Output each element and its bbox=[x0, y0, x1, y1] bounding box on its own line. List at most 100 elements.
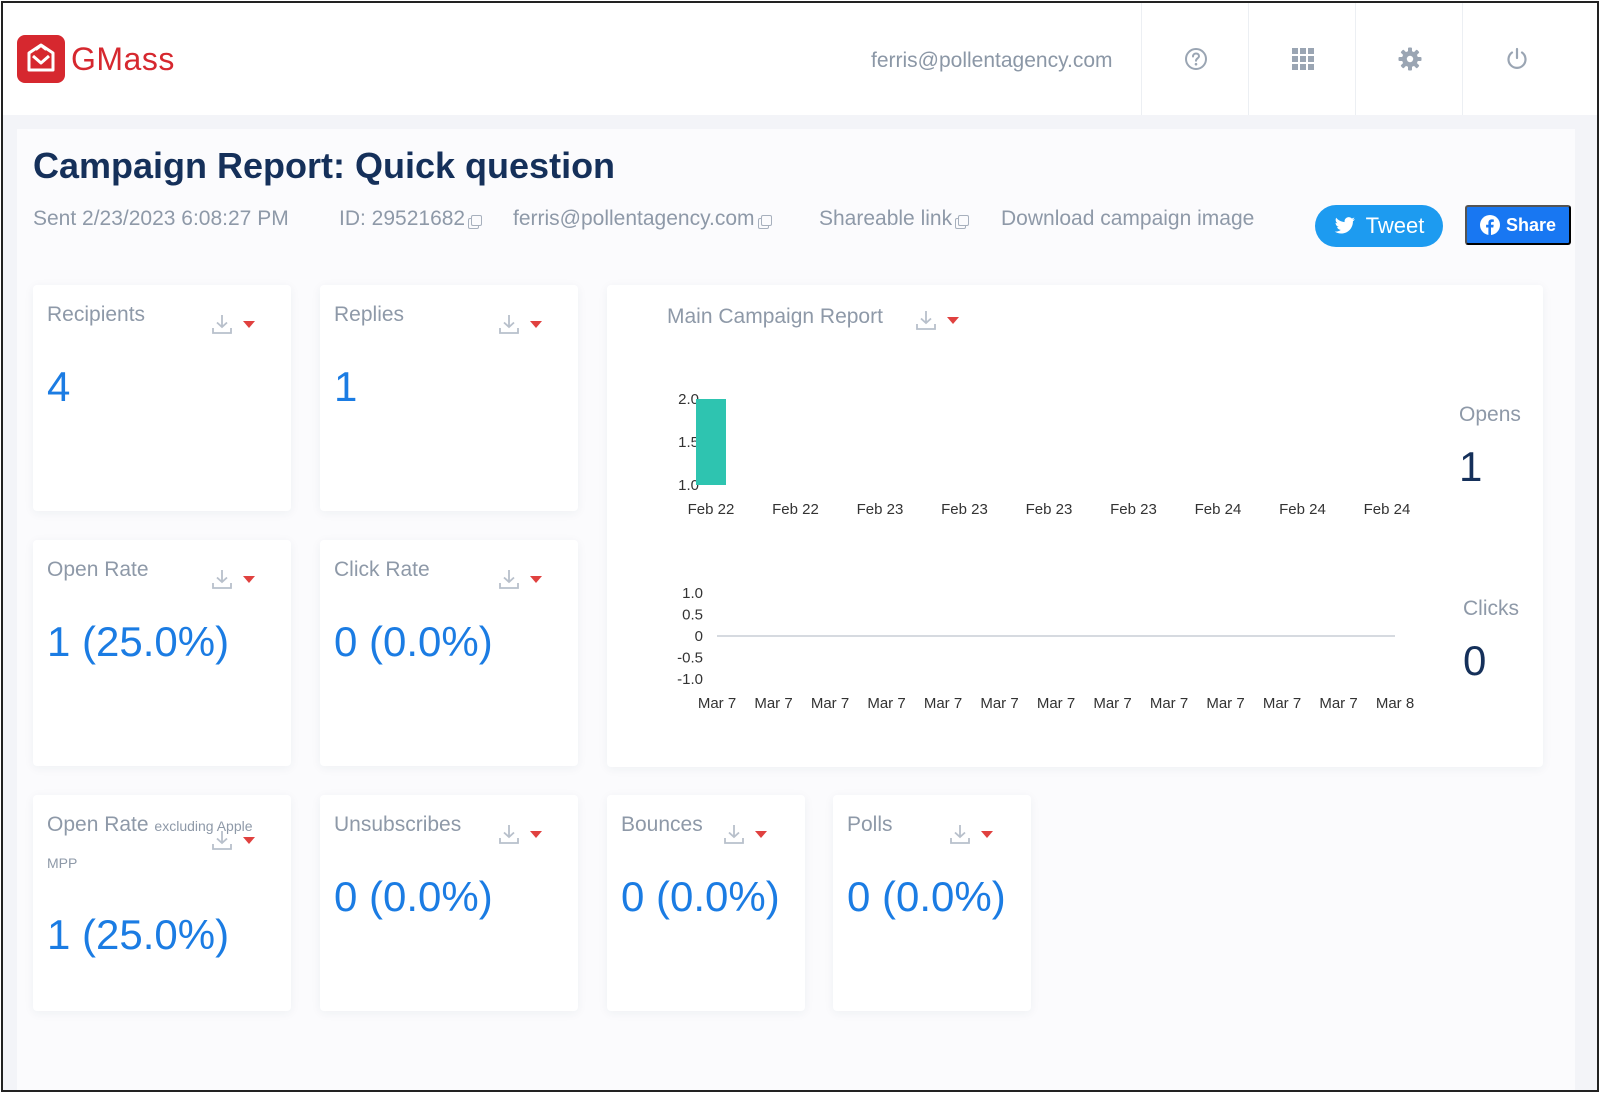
campaign-id-text: ID: 29521682 bbox=[339, 207, 466, 230]
campaign-email-text: ferris@pollentagency.com bbox=[513, 207, 755, 230]
dropdown-caret-icon[interactable] bbox=[755, 830, 767, 838]
y-tick-label: -1.0 bbox=[677, 671, 703, 688]
open-rate-excluding-mpp-card: Open Rate excluding Apple MPP 1 (25.0%) bbox=[33, 795, 291, 1011]
click-rate-card: Click Rate 0 (0.0%) bbox=[320, 540, 578, 766]
card-download-menu[interactable] bbox=[211, 568, 255, 590]
open-rate-card: Open Rate 1 (25.0%) bbox=[33, 540, 291, 766]
tweet-button[interactable]: Tweet bbox=[1315, 205, 1443, 247]
x-tick-label: Feb 22 bbox=[688, 501, 735, 518]
opens-value: 1 bbox=[1459, 443, 1483, 490]
x-tick-label: Mar 7 bbox=[754, 695, 792, 712]
clicks-label: Clicks bbox=[1463, 597, 1519, 620]
card-value: 0 (0.0%) bbox=[334, 618, 493, 665]
chart-download-menu[interactable] bbox=[915, 309, 959, 331]
chart-title: Main Campaign Report bbox=[667, 305, 883, 328]
x-tick-label: Feb 22 bbox=[772, 501, 819, 518]
y-tick-label: 1.5 bbox=[678, 434, 699, 451]
card-download-menu[interactable] bbox=[498, 823, 542, 845]
x-tick-label: Mar 7 bbox=[1206, 695, 1244, 712]
card-value: 0 (0.0%) bbox=[847, 873, 1006, 920]
card-download-menu[interactable] bbox=[498, 568, 542, 590]
card-label: Bounces bbox=[621, 813, 703, 836]
twitter-icon bbox=[1334, 217, 1355, 234]
campaign-email[interactable]: ferris@pollentagency.com bbox=[513, 207, 772, 231]
y-tick-label: 1.0 bbox=[682, 585, 703, 602]
dropdown-caret-icon[interactable] bbox=[947, 316, 959, 324]
copy-icon[interactable] bbox=[958, 215, 970, 226]
gmass-logo[interactable]: GMass bbox=[17, 35, 175, 83]
x-tick-label: Mar 7 bbox=[1093, 695, 1131, 712]
recipients-card: Recipients 4 bbox=[33, 285, 291, 511]
card-download-menu[interactable] bbox=[723, 823, 767, 845]
copy-icon[interactable] bbox=[760, 215, 772, 226]
x-tick-label: Mar 7 bbox=[980, 695, 1018, 712]
sent-date: Sent 2/23/2023 6:08:27 PM bbox=[33, 207, 289, 230]
download-icon bbox=[916, 311, 936, 330]
x-tick-label: Mar 7 bbox=[1263, 695, 1301, 712]
help-icon bbox=[1184, 48, 1207, 70]
dropdown-caret-icon[interactable] bbox=[530, 830, 542, 838]
card-download-menu[interactable] bbox=[211, 829, 255, 851]
x-tick-label: Feb 23 bbox=[1110, 501, 1157, 518]
opens-bar[interactable] bbox=[696, 399, 726, 485]
help-button[interactable] bbox=[1141, 3, 1249, 115]
x-tick-label: Feb 23 bbox=[1026, 501, 1073, 518]
card-label: Open Rate excluding Apple bbox=[47, 813, 253, 837]
download-campaign-image-link[interactable]: Download campaign image bbox=[1001, 207, 1255, 230]
shareable-link[interactable]: Shareable link bbox=[819, 207, 970, 231]
y-tick-label: 1.0 bbox=[678, 477, 699, 494]
download-icon bbox=[212, 570, 232, 589]
replies-card: Replies 1 bbox=[320, 285, 578, 511]
top-header: GMass ferris@pollentagency.com bbox=[3, 3, 1597, 115]
apps-grid-icon bbox=[1291, 48, 1314, 70]
facebook-icon bbox=[1479, 215, 1500, 235]
logout-button[interactable] bbox=[1462, 3, 1570, 115]
dropdown-caret-icon[interactable] bbox=[530, 575, 542, 583]
dropdown-caret-icon[interactable] bbox=[530, 320, 542, 328]
card-value: 1 bbox=[334, 363, 358, 410]
copy-icon[interactable] bbox=[471, 215, 483, 226]
card-label: Open Rate bbox=[47, 558, 149, 581]
report-panel: Campaign Report: Quick question Sent 2/2… bbox=[17, 129, 1575, 1090]
x-tick-label: Feb 24 bbox=[1364, 501, 1411, 518]
download-icon bbox=[212, 315, 232, 334]
card-label-small: excluding Apple bbox=[154, 818, 253, 834]
dropdown-caret-icon[interactable] bbox=[981, 830, 993, 838]
card-download-menu[interactable] bbox=[949, 823, 993, 845]
opens-chart: 1.0 1.5 2.0 Feb 22 Feb 22 Feb 23 Feb 23 Feb 23 F… bbox=[678, 391, 1411, 518]
card-download-menu[interactable] bbox=[211, 313, 255, 335]
y-tick-label: 0.5 bbox=[682, 607, 703, 624]
card-value: 1 (25.0%) bbox=[47, 618, 230, 665]
x-tick-label: Mar 7 bbox=[1150, 695, 1188, 712]
page-title: Campaign Report: Quick question bbox=[33, 145, 616, 186]
x-tick-label: Mar 7 bbox=[1319, 695, 1357, 712]
download-icon bbox=[724, 825, 744, 844]
share-label: Share bbox=[1505, 214, 1557, 235]
x-tick-label: Mar 7 bbox=[1037, 695, 1075, 712]
logo-text: GMass bbox=[71, 40, 175, 77]
dropdown-caret-icon[interactable] bbox=[243, 575, 255, 583]
card-label: Replies bbox=[334, 303, 405, 326]
download-icon bbox=[499, 570, 519, 589]
apps-button[interactable] bbox=[1248, 3, 1356, 115]
card-value: 0 (0.0%) bbox=[621, 873, 780, 920]
facebook-share-button[interactable]: Share bbox=[1465, 205, 1571, 245]
card-label: Recipients bbox=[47, 303, 146, 326]
dropdown-caret-icon[interactable] bbox=[243, 836, 255, 844]
campaign-id[interactable]: ID: 29521682 bbox=[339, 207, 483, 231]
card-label: Polls bbox=[847, 813, 893, 836]
opens-label: Opens bbox=[1459, 403, 1521, 426]
main-campaign-report-card: Main Campaign Report 1.0 1.5 2.0 Feb 22 Feb … bbox=[607, 285, 1543, 767]
user-email[interactable]: ferris@pollentagency.com bbox=[871, 49, 1113, 72]
download-icon bbox=[212, 831, 232, 850]
card-label-main: Open Rate bbox=[47, 813, 149, 836]
settings-button[interactable] bbox=[1355, 3, 1463, 115]
card-download-menu[interactable] bbox=[498, 313, 542, 335]
y-tick-label: -0.5 bbox=[677, 650, 703, 667]
dropdown-caret-icon[interactable] bbox=[243, 320, 255, 328]
card-value: 0 (0.0%) bbox=[334, 873, 493, 920]
tweet-label: Tweet bbox=[1365, 213, 1425, 238]
power-icon bbox=[1506, 47, 1527, 69]
x-tick-label: Feb 24 bbox=[1279, 501, 1326, 518]
